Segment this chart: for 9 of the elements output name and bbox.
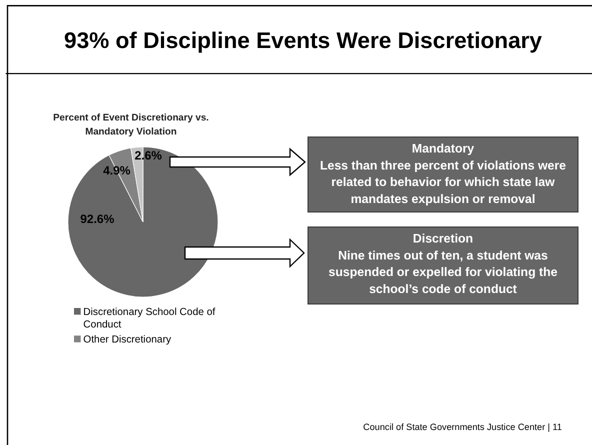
- pie-slice: [68, 146, 218, 298]
- text: 93% of Discipline Events Were Discretionary: [64, 28, 542, 53]
- chart-subtitle: Percent of Event Discretionary vs. Mandatory Violation: [53, 112, 209, 138]
- text: Mandatory Less than three percent of violations were related to behavior for which state law mandates expulsion or removal: [320, 142, 566, 206]
- legend-label: Discretionary School Code of Conduct: [83, 307, 216, 331]
- text: Discretion Nine times out of ten, a student was suspended or expelled for violating the school’s code of conduct: [328, 232, 558, 296]
- data-label: 92.6%: [80, 212, 115, 226]
- text: Council of State Governments Justice Center | 11: [363, 422, 562, 432]
- legend-label: Other Discretionary: [83, 334, 172, 346]
